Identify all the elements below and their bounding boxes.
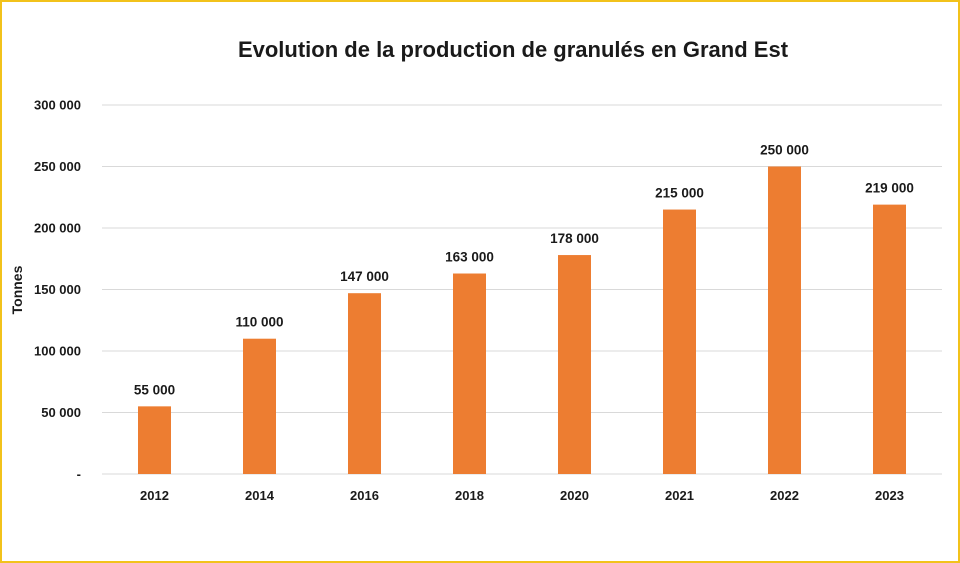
y-tick-label: 100 000: [34, 344, 81, 359]
y-tick-label: 200 000: [34, 221, 81, 236]
data-label-2012: 55 000: [134, 382, 175, 397]
x-tick-label: 2012: [140, 488, 169, 503]
x-tick-label: 2021: [665, 488, 694, 503]
chart-title: Evolution de la production de granulés e…: [238, 37, 789, 62]
x-tick-label: 2023: [875, 488, 904, 503]
y-tick-label: -: [77, 467, 81, 482]
y-axis-title: Tonnes: [9, 265, 25, 314]
bar-2023: [873, 204, 906, 474]
bar-2014: [243, 338, 276, 474]
data-labels: 55 000 110 000 147 000 163 000 178 000 215 00…: [134, 143, 914, 398]
bars: [138, 166, 906, 475]
data-label-2021: 215 000: [655, 186, 704, 201]
data-label-2014: 110 000: [235, 315, 283, 330]
bar-2020: [558, 255, 591, 474]
data-label-2020: 178 000: [550, 231, 599, 246]
x-axis-ticks: 2012 2014 2016 2018 2020 2021 2022 2023: [140, 488, 904, 503]
bar-2021: [663, 209, 696, 475]
y-tick-label: 250 000: [34, 159, 81, 174]
data-label-2022: 250 000: [760, 143, 809, 158]
bar-2012: [138, 406, 171, 474]
x-tick-label: 2016: [350, 488, 379, 503]
y-tick-label: 300 000: [34, 98, 81, 113]
data-label-2023: 219 000: [865, 181, 914, 196]
x-tick-label: 2022: [770, 488, 799, 503]
y-tick-label: 50 000: [41, 405, 81, 420]
gridlines: [102, 104, 942, 475]
y-axis-ticks: - 50 000 100 000 150 000 200 000 250 000 300 0…: [34, 98, 81, 482]
x-tick-label: 2014: [245, 488, 275, 503]
data-label-2018: 163 000: [445, 250, 494, 265]
bar-2018: [453, 273, 486, 474]
y-tick-label: 150 000: [34, 282, 81, 297]
bar-2022: [768, 166, 801, 474]
bar-2016: [348, 293, 381, 474]
x-tick-label: 2020: [560, 488, 589, 503]
data-label-2016: 147 000: [340, 269, 389, 284]
x-tick-label: 2018: [455, 488, 484, 503]
